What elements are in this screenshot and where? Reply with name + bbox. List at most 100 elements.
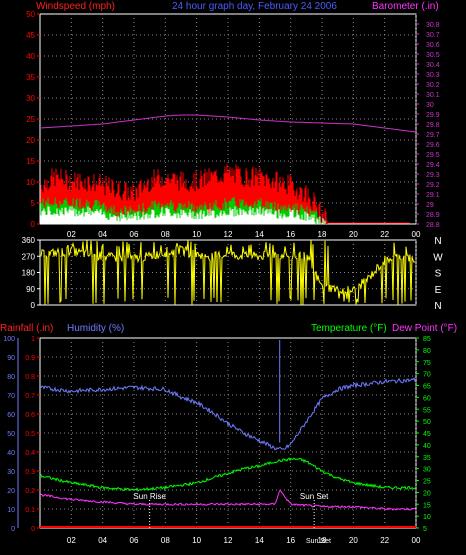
rain-axis-label: 1 bbox=[31, 336, 35, 343]
graph-title: 24 hour graph day, February 24 2006 bbox=[172, 1, 337, 12]
rain-axis-label: 0.4 bbox=[25, 450, 35, 457]
barometer-axis-label: 29.1 bbox=[426, 192, 440, 199]
barometer-axis-label: 30.7 bbox=[426, 32, 440, 39]
direction-axis-label: 90 bbox=[26, 285, 35, 294]
humidity-axis-label: 60 bbox=[7, 412, 15, 419]
humidity-axis-label: 10 bbox=[7, 507, 15, 514]
x-tick-label: 10 bbox=[192, 230, 201, 239]
temperature-axis-label: 20 bbox=[423, 490, 431, 497]
barometer-axis-label: 28.9 bbox=[426, 212, 440, 219]
temperature-axis-label: 70 bbox=[423, 372, 431, 379]
x-tick-label: 18 bbox=[318, 536, 327, 545]
humidity-axis-label: 100 bbox=[3, 336, 15, 343]
barometer-axis-label: 30 bbox=[426, 102, 434, 109]
temperature-axis-label: 35 bbox=[423, 455, 431, 462]
x-tick-label: 02 bbox=[67, 230, 76, 239]
humidity-axis-label: 30 bbox=[7, 469, 15, 476]
barometer-axis-label: 30.1 bbox=[426, 92, 440, 99]
x-tick-label: 02 bbox=[67, 536, 76, 545]
x-tick-label: 20 bbox=[349, 536, 358, 545]
barometer-axis-label: 30.6 bbox=[426, 42, 440, 49]
barometer-axis-label: 30.5 bbox=[426, 52, 440, 59]
barometer-line bbox=[39, 114, 417, 133]
temperature-axis-label: 10 bbox=[423, 514, 431, 521]
x-tick-label: 16 bbox=[286, 536, 295, 545]
barometer-axis-label: 29.2 bbox=[426, 182, 440, 189]
humidity-axis-label: 80 bbox=[7, 374, 15, 381]
wind-axis-label: 40 bbox=[26, 52, 35, 61]
x-tick-label: 22 bbox=[380, 536, 389, 545]
rain-axis-label: 0.2 bbox=[25, 488, 35, 495]
wind-axis-label: 30 bbox=[26, 94, 35, 103]
temperature-axis-label: 15 bbox=[423, 502, 431, 509]
rainfall-label: Rainfall (.in) bbox=[0, 323, 53, 334]
temperature-axis-label: 55 bbox=[423, 407, 431, 414]
humidity-chart: 010203040506070809010000.10.20.30.40.50.… bbox=[3, 336, 431, 545]
barometer-axis-label: 29.3 bbox=[426, 172, 440, 179]
x-tick-label: 12 bbox=[224, 536, 233, 545]
humidity-axis-label: 90 bbox=[7, 355, 15, 362]
x-tick-label: 14 bbox=[255, 230, 264, 239]
rain-axis-label: 0.9 bbox=[25, 355, 35, 362]
humidity-axis-label: 50 bbox=[7, 431, 15, 438]
temperature-axis-label: 80 bbox=[423, 348, 431, 355]
dewpoint-line bbox=[39, 489, 417, 511]
temperature-axis-label: 75 bbox=[423, 360, 431, 367]
x-tick-label: 00 bbox=[412, 536, 421, 545]
temperature-line bbox=[39, 457, 417, 492]
barometer-axis-label: 29 bbox=[426, 202, 434, 209]
rain-axis-label: 0.7 bbox=[25, 393, 35, 400]
humidity-axis-label: 20 bbox=[7, 488, 15, 495]
x-tick-label: 18 bbox=[318, 230, 327, 239]
humidity-axis-label: 0 bbox=[11, 526, 15, 533]
x-tick-label: 12 bbox=[224, 230, 233, 239]
x-tick-label: 10 bbox=[192, 536, 201, 545]
barometer-axis-label: 29.9 bbox=[426, 112, 440, 119]
x-tick-label: 04 bbox=[98, 536, 107, 545]
wind-axis-label: 35 bbox=[26, 73, 35, 82]
sunset-bottom-label: Sun Set bbox=[306, 538, 331, 545]
compass-label: S bbox=[435, 269, 442, 280]
barometer-axis-label: 30.3 bbox=[426, 72, 440, 79]
wind-chart: 0 5 10 15 20 25 30 35 40 45 50 28.8 28.9 29 29.1 29.2 29… bbox=[26, 10, 440, 239]
temperature-axis-label: 25 bbox=[423, 479, 431, 486]
barometer-axis-label: 29.8 bbox=[426, 122, 440, 129]
rain-axis-label: 0 bbox=[31, 526, 35, 533]
temperature-axis-label: 50 bbox=[423, 419, 431, 426]
temperature-axis-label: 45 bbox=[423, 431, 431, 438]
wind-axis-label: 20 bbox=[26, 136, 35, 145]
rain-axis-label: 0.5 bbox=[25, 431, 35, 438]
humidity-axis-label: 70 bbox=[7, 393, 15, 400]
x-tick-label: 08 bbox=[161, 230, 170, 239]
sun-event-label: Sun Rise bbox=[133, 492, 166, 501]
x-tick-label: 04 bbox=[98, 230, 107, 239]
temperature-axis-label: 5 bbox=[423, 526, 427, 533]
compass-label: E bbox=[435, 285, 442, 296]
wind-axis-label: 0 bbox=[31, 220, 36, 229]
barometer-axis-label: 30.2 bbox=[426, 82, 440, 89]
rain-axis-label: 0.3 bbox=[25, 469, 35, 476]
rain-axis-label: 0.6 bbox=[25, 412, 35, 419]
direction-axis-label: 180 bbox=[22, 269, 36, 278]
windspeed-label: Windspeed (mph) bbox=[36, 1, 115, 12]
wind-axis-label: 5 bbox=[31, 199, 36, 208]
barometer-label: Barometer (.in) bbox=[372, 1, 439, 12]
temperature-axis-label: 85 bbox=[423, 336, 431, 343]
x-tick-label: 08 bbox=[161, 536, 170, 545]
x-tick-label: 14 bbox=[255, 536, 264, 545]
barometer-axis-label: 30.4 bbox=[426, 62, 440, 69]
x-tick-label: 20 bbox=[349, 230, 358, 239]
compass-label: W bbox=[433, 252, 443, 263]
wind-axis-label: 10 bbox=[26, 178, 35, 187]
x-tick-label: 06 bbox=[130, 536, 139, 545]
direction-axis-label: 360 bbox=[22, 236, 36, 245]
wind-axis-label: 50 bbox=[26, 10, 35, 19]
sun-event-label: Sun Set bbox=[300, 492, 329, 501]
x-tick-label: 16 bbox=[286, 230, 295, 239]
wind-direction-line bbox=[40, 240, 416, 306]
wind-axis-label: 15 bbox=[26, 157, 35, 166]
dewpoint-label: Dew Point (°F) bbox=[392, 323, 457, 334]
temperature-axis-label: 60 bbox=[423, 395, 431, 402]
